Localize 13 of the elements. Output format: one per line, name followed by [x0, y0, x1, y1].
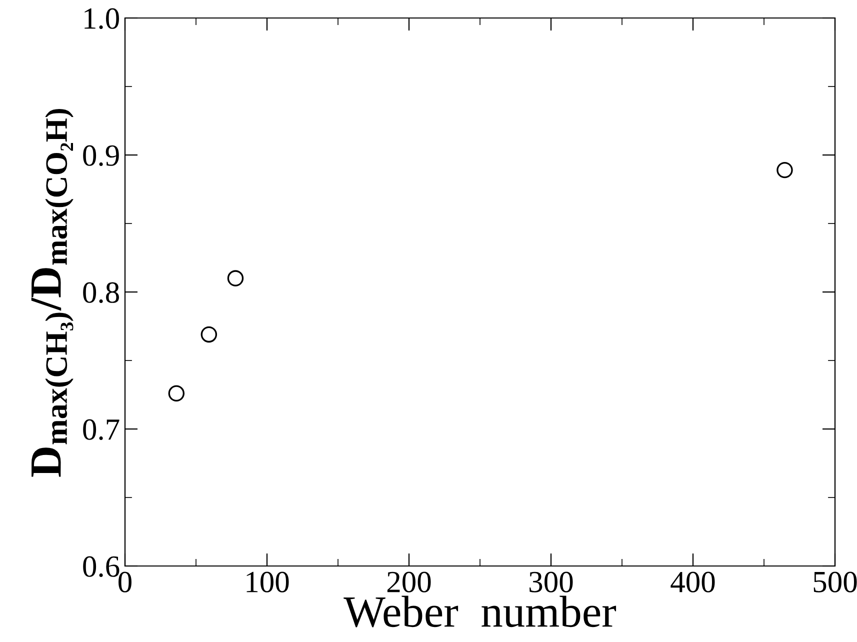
x-tick-label: 200 — [387, 572, 431, 592]
x-tick-label: 500 — [814, 572, 857, 592]
x-tick-label: 100 — [246, 572, 289, 592]
x-tick-label: 400 — [670, 572, 715, 592]
y-tick-label: 0.7 — [83, 419, 120, 440]
x-tick-label: 0 — [118, 572, 132, 592]
x-axis-title: Weber number — [344, 596, 616, 628]
x-tick-label: 300 — [530, 572, 573, 592]
y-tick-label: 0.9 — [83, 145, 119, 166]
y-tick-label: 1.0 — [84, 8, 119, 30]
y-tick-label: 0.8 — [83, 282, 119, 304]
y-tick-label: 0.6 — [83, 556, 120, 578]
y-axis-title: D$_{max(CH₃)}$/D$_{max(CO₂H)}$ — [31, 108, 74, 477]
